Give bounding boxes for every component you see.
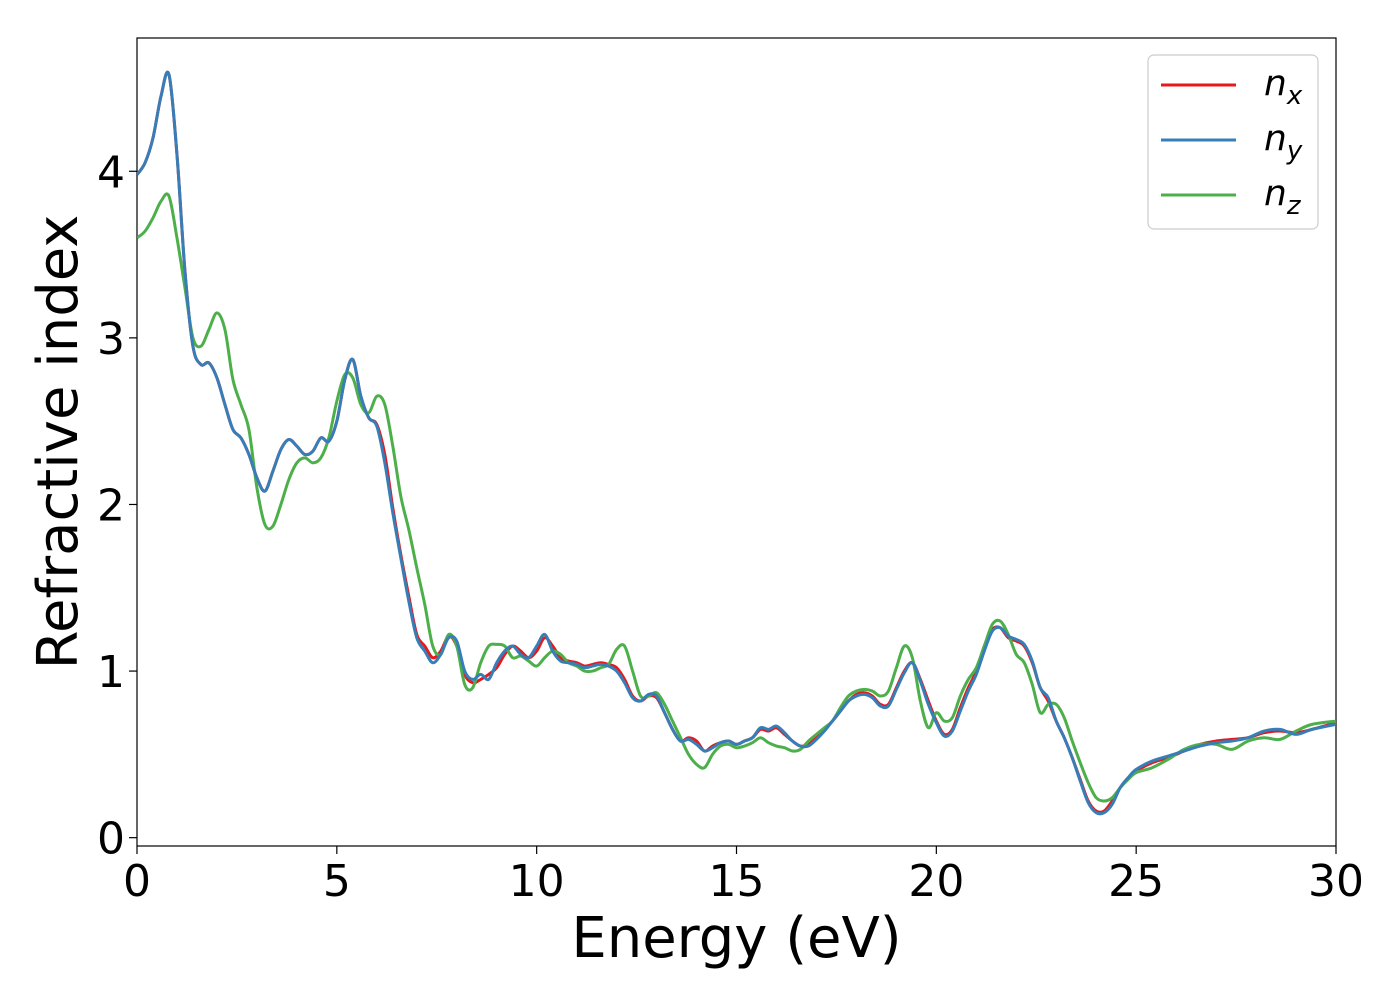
y-tick-label: 3 [97,314,125,365]
x-tick-label: 0 [123,856,151,907]
y-tick-label: 4 [97,147,125,198]
x-axis-ticks: 0 5 10 15 20 25 30 [123,846,1364,907]
y-axis-ticks: 0 1 2 3 4 [97,147,137,865]
y-axis-label: Refractive index [26,215,91,670]
y-tick-label: 2 [97,480,125,531]
series-line-y [137,70,1336,816]
x-tick-label: 10 [509,856,565,907]
x-tick-label: 25 [1108,856,1164,907]
x-tick-label: 15 [709,856,765,907]
plot-area-frame [136,37,1337,847]
series-layer [137,70,1336,816]
legend: nx ny nz [1147,54,1319,230]
x-axis-label: Energy (eV) [571,906,901,971]
y-tick-label: 1 [97,647,125,698]
legend-label-z: nz [1264,173,1302,221]
series-line-z [137,192,1336,803]
x-tick-label: 5 [323,856,351,907]
legend-label-x: nx [1264,63,1303,111]
legend-label-y: ny [1264,118,1303,166]
x-tick-label: 30 [1308,856,1364,907]
legend-box [1147,54,1319,230]
y-tick-label: 0 [97,814,125,865]
x-tick-label: 20 [908,856,964,907]
